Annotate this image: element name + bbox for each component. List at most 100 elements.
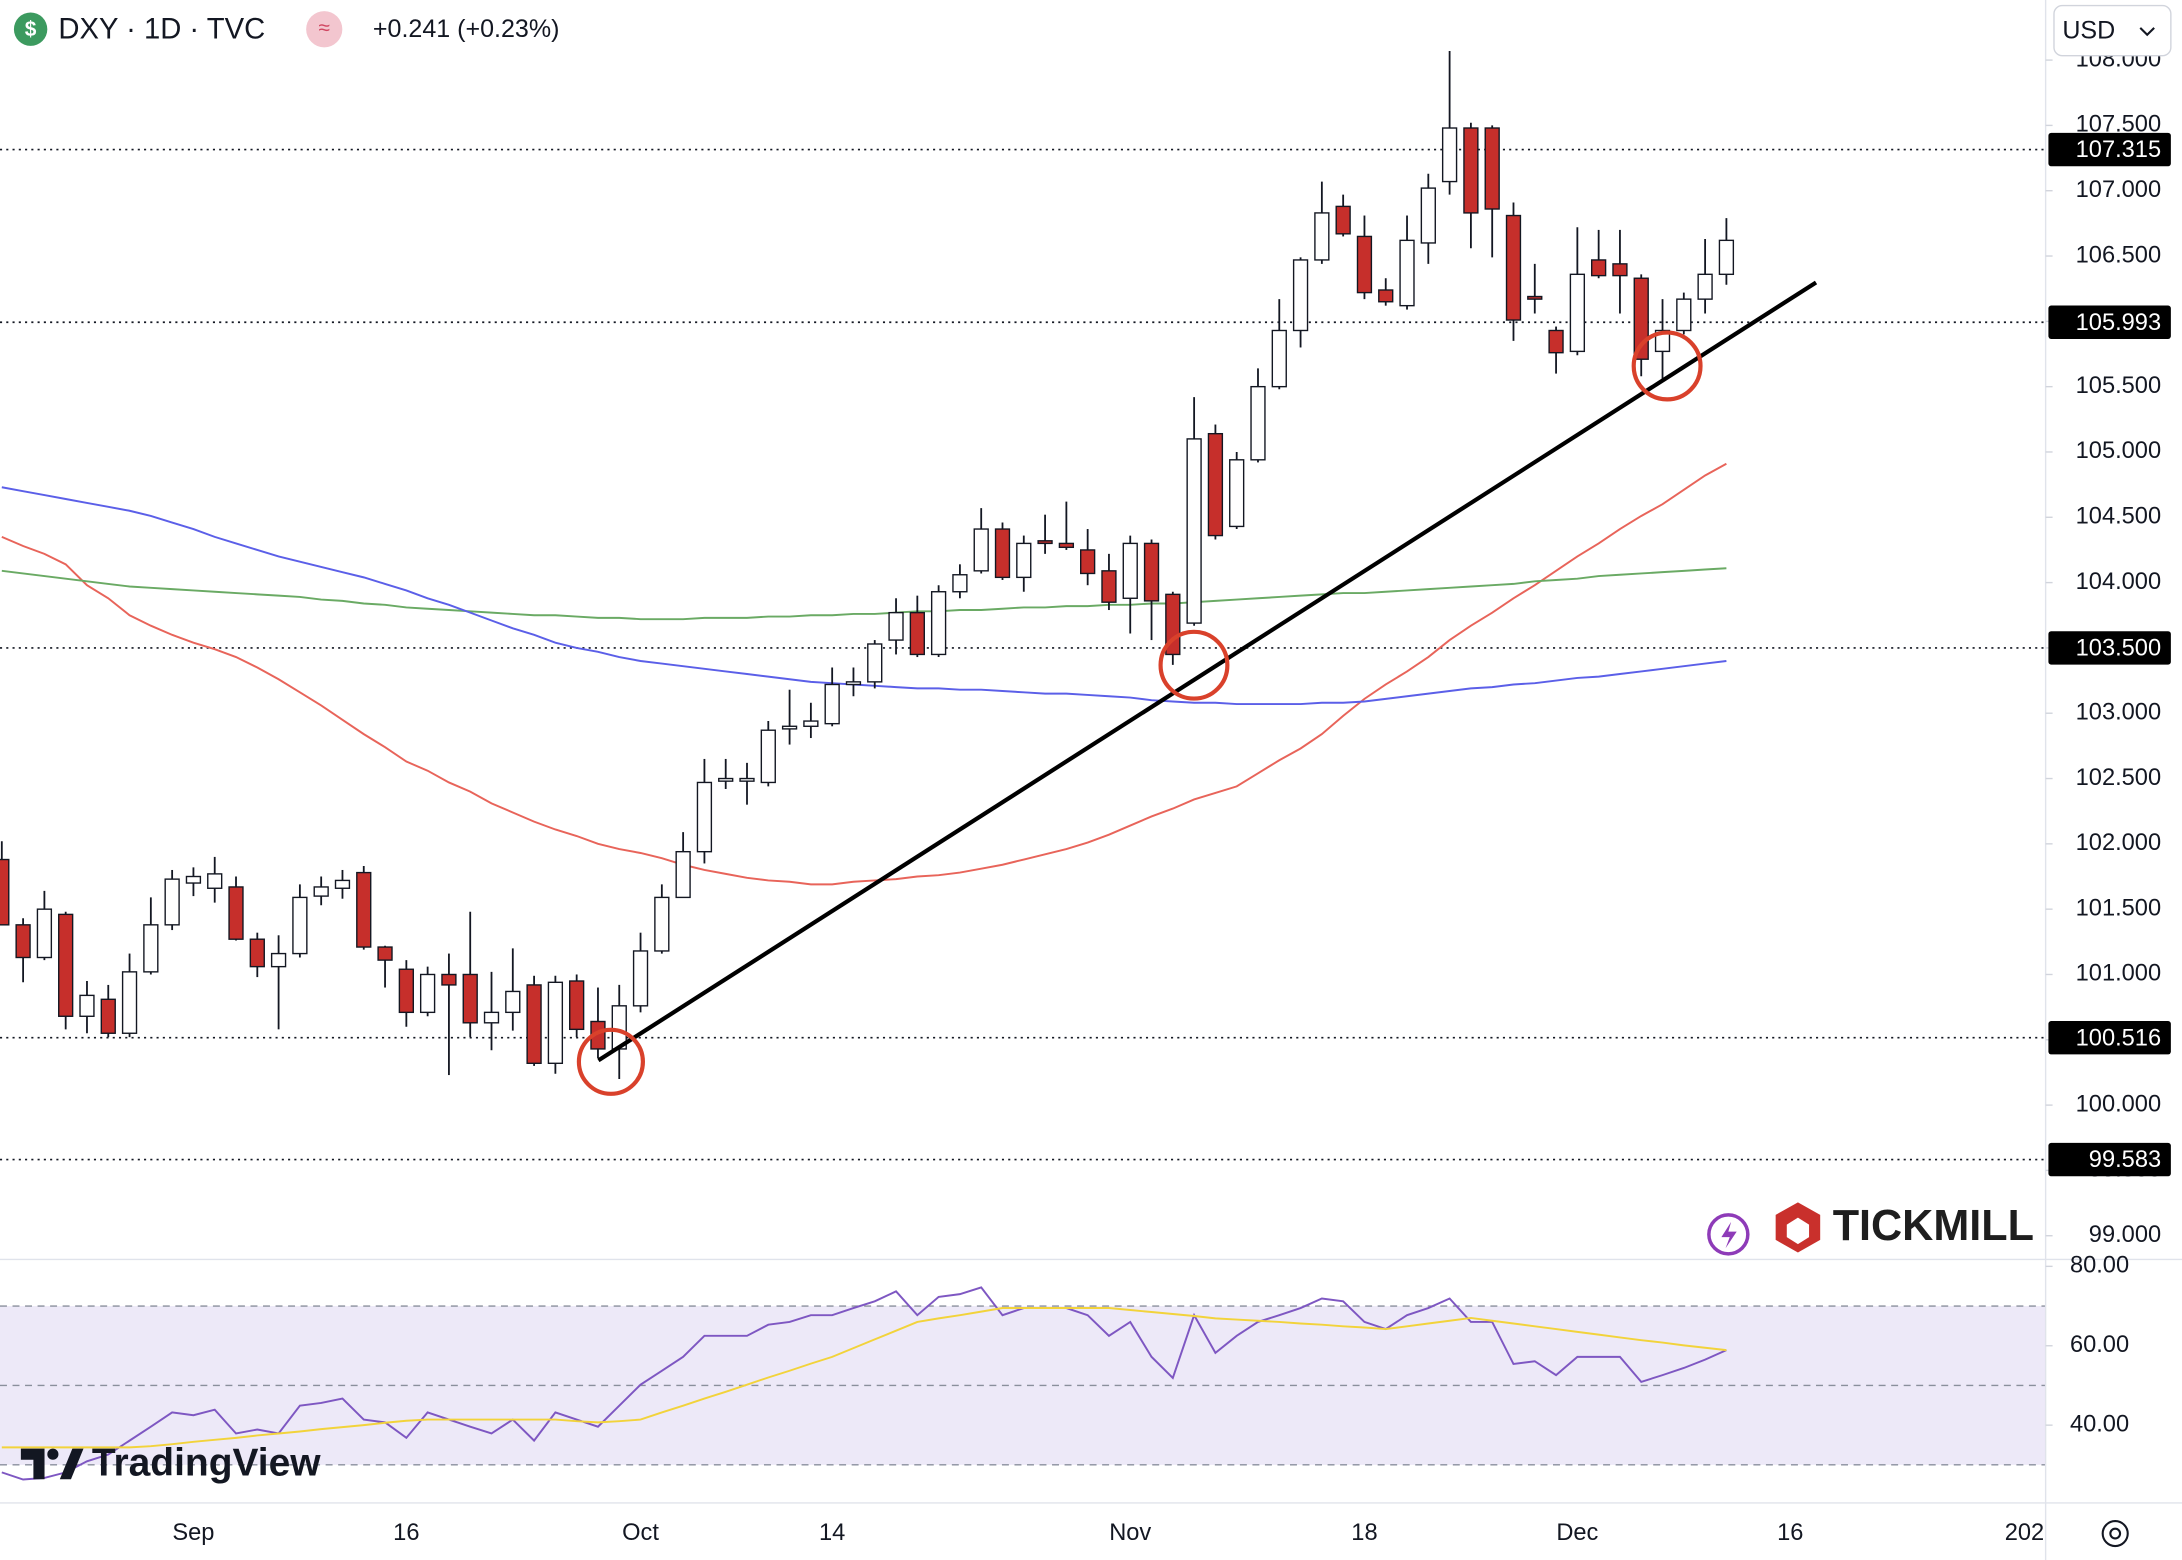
candle-body — [1058, 542, 1075, 549]
tickmill-logo: TICKMILL — [1707, 1202, 2034, 1256]
candle-body — [1292, 259, 1309, 332]
candle-body — [334, 879, 351, 889]
candle-body — [249, 938, 265, 968]
candle-body — [207, 873, 223, 889]
candle-body — [1399, 239, 1415, 307]
candle-body — [867, 643, 883, 683]
x-tick-label: 16 — [393, 1520, 419, 1546]
y-tick-label: 107.000 — [2076, 177, 2161, 203]
settings-icon[interactable] — [2101, 1519, 2129, 1548]
y-tick-label: 60.00 — [2070, 1332, 2129, 1358]
trend-line — [597, 280, 1818, 1063]
x-tick-label: 202 — [2005, 1520, 2044, 1546]
candle-body — [1527, 295, 1543, 300]
candle-body — [505, 990, 521, 1014]
candle-body — [1676, 298, 1692, 332]
candle-body — [526, 984, 542, 1064]
candle-body — [1612, 263, 1628, 277]
candle-body — [185, 875, 202, 884]
y-tick-label: 100.000 — [2076, 1091, 2161, 1117]
y-tick-label: 80.00 — [2070, 1253, 2129, 1279]
candle-body — [462, 973, 478, 1024]
y-tick-label: 101.000 — [2076, 961, 2161, 987]
highlight-circle — [1631, 330, 1703, 402]
x-tick-label: Dec — [1556, 1520, 1598, 1546]
candle-body — [356, 871, 372, 948]
candle-body — [1654, 329, 1671, 353]
candle-body — [888, 611, 904, 641]
candle-body — [292, 896, 308, 955]
highlight-circle — [1158, 629, 1230, 701]
gear-outline[interactable] — [2101, 1519, 2129, 1548]
y-tick-label: 101.500 — [2076, 895, 2161, 921]
gear-center[interactable] — [2109, 1527, 2122, 1540]
symbol-icon-glyph: $ — [25, 18, 37, 41]
indicator-line — [1, 486, 1727, 706]
candle-body — [1229, 459, 1245, 528]
y-tick-label: 105.000 — [2076, 438, 2161, 464]
dropdown-chevron — [2139, 27, 2155, 37]
lightning-bolt — [1721, 1221, 1737, 1249]
tickmill-icon-inner — [1786, 1217, 1810, 1245]
candle-body — [377, 946, 393, 961]
tv-icon-part — [59, 1448, 84, 1480]
drawings — [576, 280, 1818, 1096]
candle-body — [1420, 187, 1436, 244]
price-change: +0.241 (+0.23%) — [373, 15, 559, 43]
y-tick-label: 102.000 — [2076, 830, 2161, 856]
candle-body — [909, 611, 925, 656]
symbol-icon — [13, 12, 48, 46]
level-label: 107.315 — [2076, 137, 2161, 163]
x-tick-label: Sep — [172, 1520, 214, 1546]
x-tick-label: 16 — [1777, 1520, 1803, 1546]
candle-body — [100, 998, 116, 1034]
candle-body — [1697, 273, 1713, 300]
candle-body — [1484, 127, 1500, 210]
tv-icon-dot — [47, 1448, 59, 1460]
currency-select[interactable] — [2053, 4, 2172, 57]
level-label-box — [2048, 1020, 2171, 1055]
candle-body — [1143, 542, 1160, 602]
candle-body — [164, 878, 180, 926]
level-label: 99.583 — [2089, 1147, 2161, 1173]
price-pane — [0, 148, 2046, 1161]
candle-body — [58, 913, 74, 1017]
candle-body — [632, 950, 649, 1007]
candle-body — [1590, 259, 1607, 277]
level-label-box — [2048, 1142, 2171, 1177]
candle-body — [15, 924, 31, 959]
level-labels: 107.315 105.993 103.500 100.516 99.583 — [2048, 132, 2171, 1177]
indicator-line — [1, 1286, 1727, 1481]
y-tick-label: 104.000 — [2076, 569, 2161, 595]
tradingview-wordmark: TradingView — [92, 1442, 321, 1485]
lightning-icon — [1707, 1213, 1750, 1256]
candle-body — [845, 681, 862, 686]
rsi-pane — [0, 1305, 2046, 1466]
candle-body — [1037, 540, 1053, 545]
candle-body — [1250, 385, 1266, 461]
candle-body — [1356, 235, 1373, 294]
candle-body — [143, 924, 159, 973]
candle-body — [930, 591, 947, 656]
tradingview-logo: TradingView — [20, 1442, 321, 1485]
x-tick-label: Oct — [622, 1520, 659, 1546]
candle-body — [36, 908, 53, 959]
y-tick-label: 103.000 — [2076, 699, 2161, 725]
candle-body — [994, 528, 1011, 579]
candle-body — [803, 720, 819, 727]
candle-body — [1165, 593, 1181, 656]
candle-body — [270, 952, 287, 968]
highlight-circle — [576, 1027, 645, 1096]
level-label-box — [2048, 631, 2171, 665]
indicator-line — [1, 1307, 1727, 1449]
x-tick-label: 18 — [1351, 1520, 1377, 1546]
level-label: 105.993 — [2076, 310, 2161, 336]
candle-body — [1718, 239, 1735, 276]
candle-body — [1548, 329, 1564, 354]
y-tick-label: 104.500 — [2076, 504, 2161, 530]
currency-label[interactable]: USD — [2062, 17, 2115, 45]
candle-body — [121, 971, 138, 1034]
